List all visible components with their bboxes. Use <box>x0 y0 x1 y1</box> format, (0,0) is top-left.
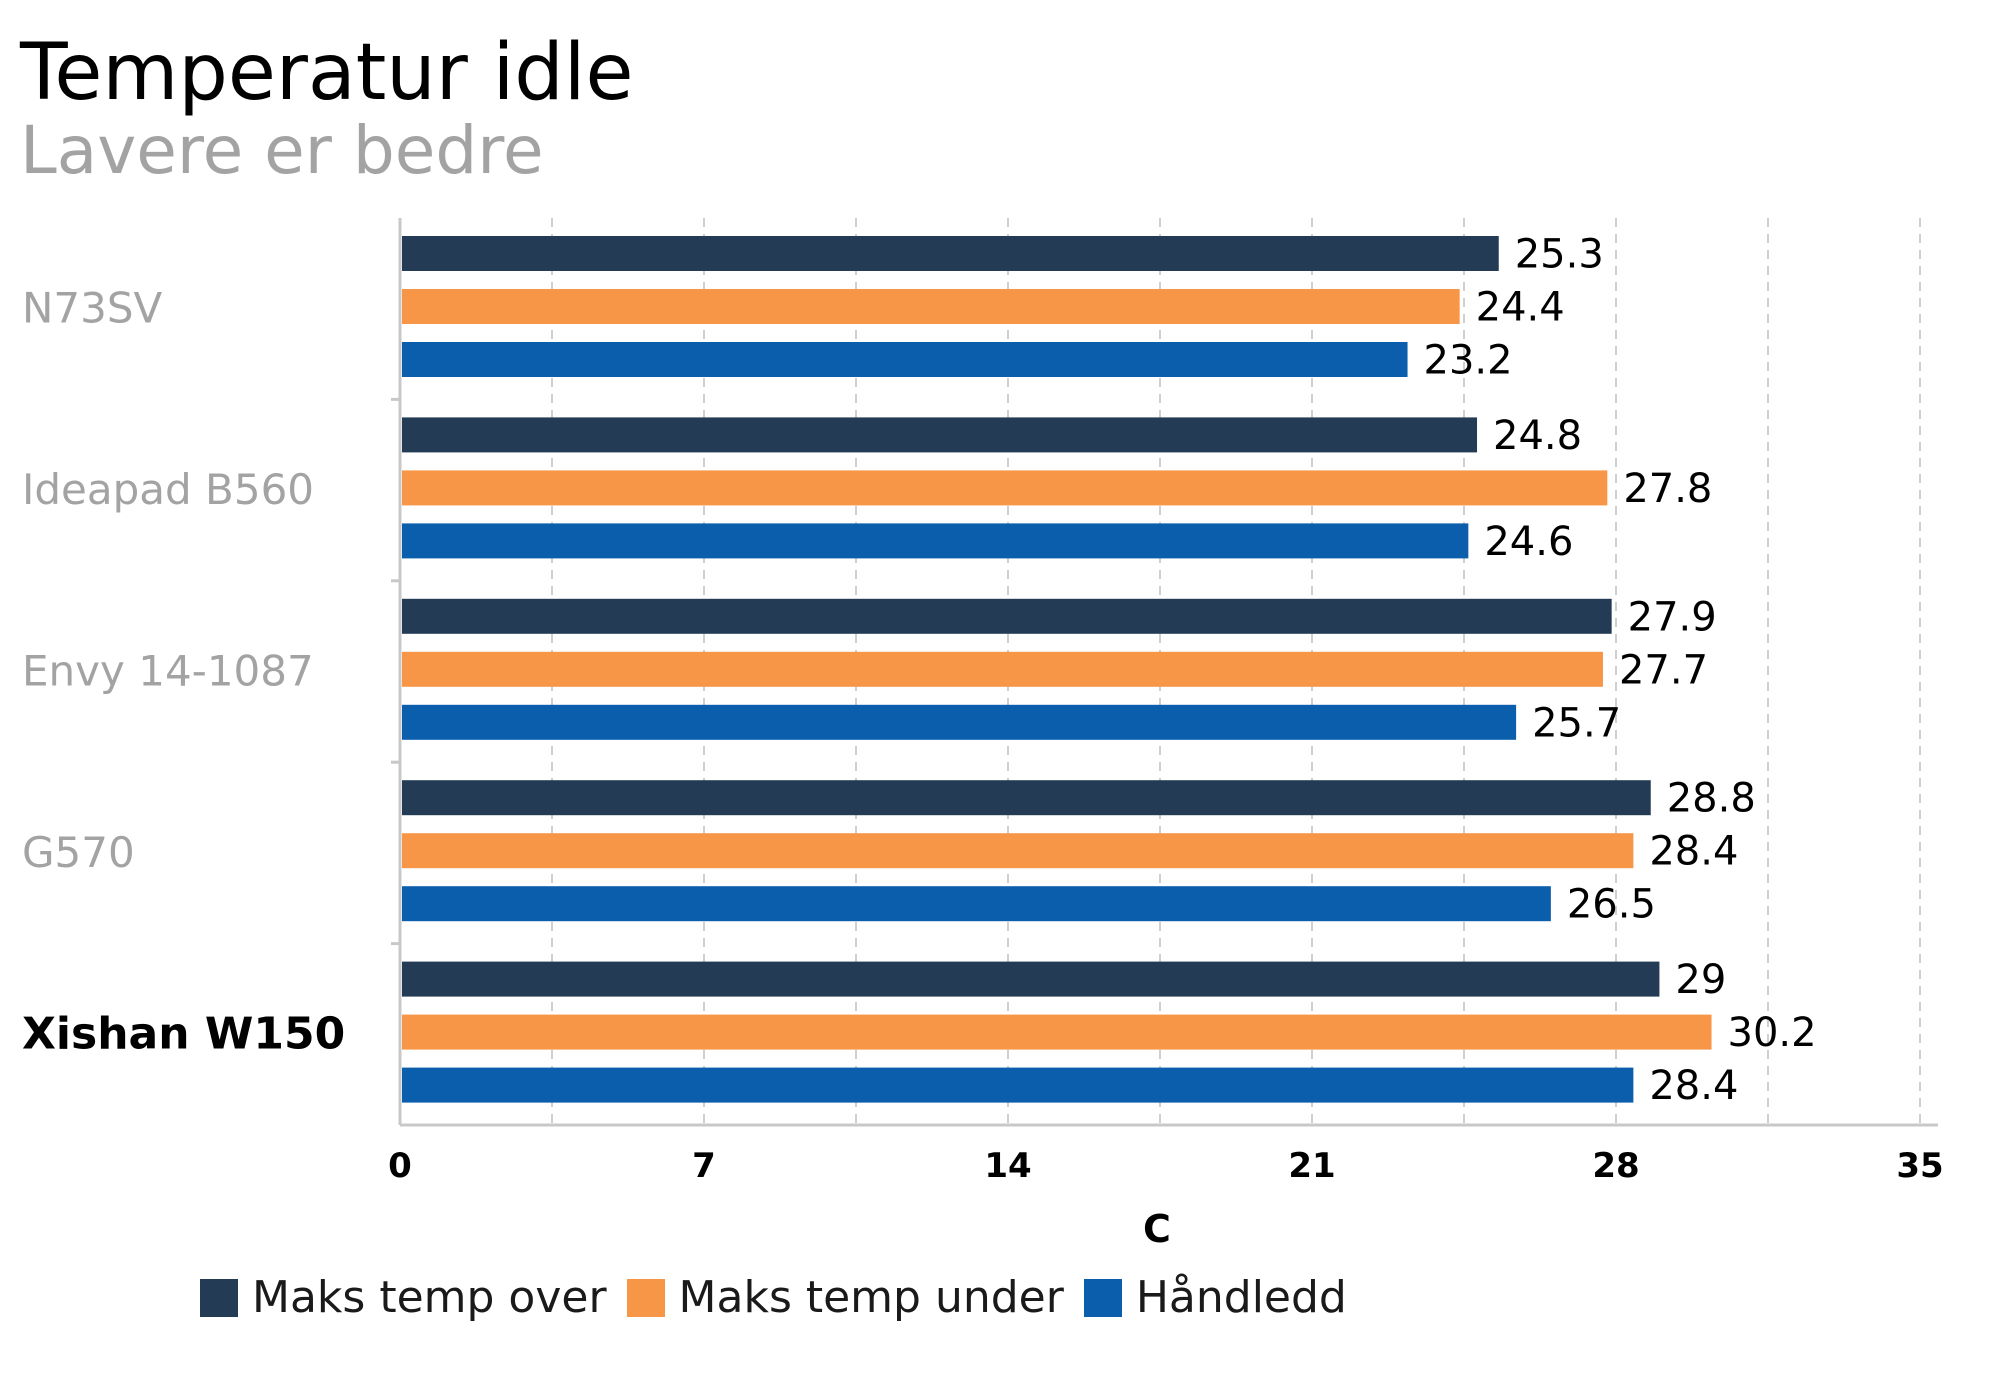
legend-label: Maks temp over <box>252 1272 607 1323</box>
x-tick-label: 21 <box>1288 1146 1335 1186</box>
data-label: 29 <box>1675 957 1726 1003</box>
data-label: 25.7 <box>1532 700 1621 746</box>
bar <box>402 886 1551 922</box>
bar <box>402 598 1612 634</box>
data-label: 24.4 <box>1476 285 1565 331</box>
bar <box>402 833 1634 869</box>
legend-item: Maks temp over <box>200 1272 607 1323</box>
data-label: 27.8 <box>1623 466 1712 512</box>
bar <box>402 342 1408 377</box>
legend-item: Maks temp under <box>626 1272 1064 1323</box>
bar <box>402 470 1608 506</box>
legend-swatch <box>626 1278 665 1317</box>
data-label: 28.4 <box>1649 1063 1738 1109</box>
data-label: 24.6 <box>1484 519 1573 565</box>
x-axis-label: C <box>1143 1207 1171 1251</box>
category-label: N73SV <box>22 284 163 333</box>
legend-swatch <box>1083 1278 1122 1317</box>
data-label: 30.2 <box>1728 1010 1817 1056</box>
bar <box>402 1014 1712 1050</box>
bar <box>402 780 1651 816</box>
category-label: Envy 14-1087 <box>22 647 314 696</box>
legend-label: Maks temp under <box>678 1272 1064 1323</box>
data-label: 23.2 <box>1424 338 1513 384</box>
legend-item: Håndledd <box>1083 1272 1347 1323</box>
x-tick-label: 0 <box>388 1146 412 1186</box>
legend-label: Håndledd <box>1135 1272 1347 1323</box>
bar <box>402 417 1478 453</box>
x-tick-label: 7 <box>692 1146 716 1186</box>
chart-title: Temperatur idle <box>20 28 634 118</box>
bar <box>402 289 1460 324</box>
data-label: 27.7 <box>1619 647 1708 693</box>
chart-legend: Maks temp over Maks temp under Håndledd <box>200 1272 1367 1323</box>
category-label: Xishan W150 <box>22 1008 345 1059</box>
data-label: 28.8 <box>1667 776 1756 822</box>
bar <box>402 523 1469 559</box>
bar <box>402 651 1603 687</box>
x-tick-label: 14 <box>984 1146 1031 1186</box>
data-label: 25.3 <box>1515 232 1604 278</box>
bar <box>402 236 1499 271</box>
category-label: Ideapad B560 <box>22 465 314 514</box>
bar <box>402 704 1517 740</box>
legend-swatch <box>200 1278 238 1317</box>
data-label: 24.8 <box>1493 413 1582 459</box>
data-label: 27.9 <box>1628 594 1717 640</box>
bar <box>402 961 1660 997</box>
data-label: 26.5 <box>1567 882 1656 928</box>
bar <box>402 1067 1634 1103</box>
x-tick-label: 35 <box>1896 1146 1943 1186</box>
chart-subtitle: Lavere er bedre <box>20 112 544 189</box>
x-tick-label: 28 <box>1592 1146 1639 1186</box>
category-label: G570 <box>22 828 135 877</box>
data-label: 28.4 <box>1649 829 1738 875</box>
